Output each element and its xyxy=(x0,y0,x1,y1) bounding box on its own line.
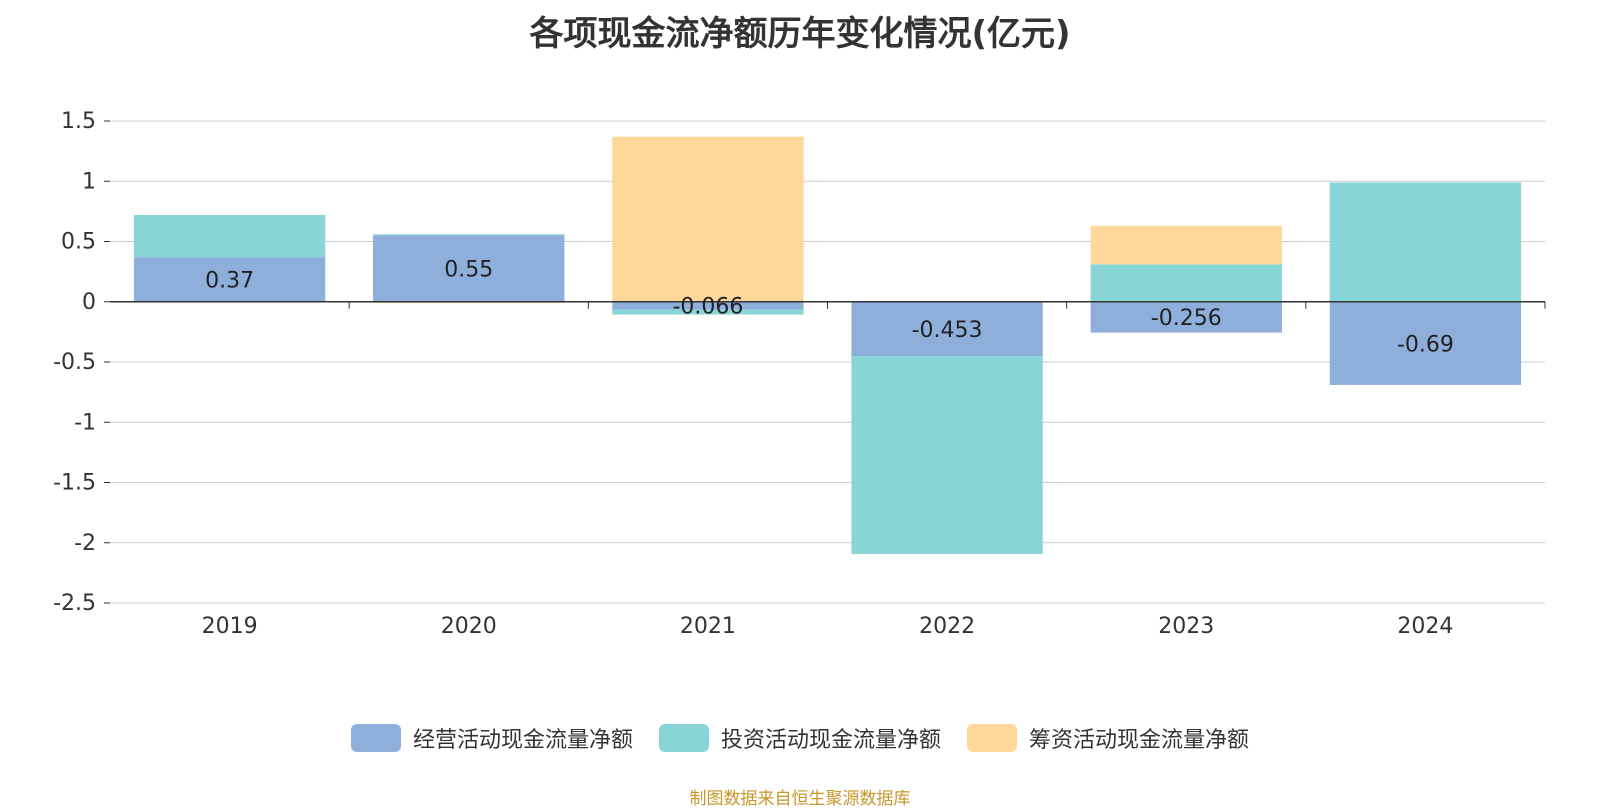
bar-2019-series-0 xyxy=(133,257,326,302)
legend-swatch-investing xyxy=(658,724,709,752)
bar-2021-series-0 xyxy=(612,301,804,310)
legend: 经营活动现金流量净额 投资活动现金流量净额 筹资活动现金流量净额 xyxy=(0,722,1600,754)
y-tick-label: 0.5 xyxy=(61,230,96,255)
label-layer: 0.37 0.55 -0.066 -0.453 -0.256 -0.69 xyxy=(205,258,1454,358)
x-tick-label: 2020 xyxy=(441,614,497,639)
y-tick-label: -2 xyxy=(74,531,96,556)
bar-2019-series-1 xyxy=(133,214,326,258)
bar-2023-series-1 xyxy=(1090,264,1282,302)
data-label: -0.066 xyxy=(672,295,743,320)
y-tick-label: 0 xyxy=(82,290,96,315)
x-tick-label: 2021 xyxy=(680,614,736,639)
data-label: 0.37 xyxy=(205,268,254,293)
bar-2021-series-1 xyxy=(612,309,804,315)
y-tick-label: -1.5 xyxy=(53,471,96,496)
data-label: -0.69 xyxy=(1397,332,1454,357)
chart-title: 各项现金流净额历年变化情况(亿元) xyxy=(529,14,1071,54)
bar-2024-series-1 xyxy=(1329,182,1522,302)
bar-2023-series-2 xyxy=(1090,225,1282,265)
legend-item-financing[interactable]: 筹资活动现金流量净额 xyxy=(967,722,1249,754)
y-tick-label: -2.5 xyxy=(53,591,96,616)
chart-plot: 1.5 1 0.5 0 -0.5 -1 -1.5 -2 -2.5 2019 2020 2021 2022… xyxy=(53,109,1546,639)
legend-label-financing: 筹资活动现金流量净额 xyxy=(1029,728,1250,753)
bar-2022-series-0 xyxy=(851,301,1043,357)
x-tick-label: 2023 xyxy=(1158,614,1214,639)
data-label: 0.55 xyxy=(444,258,493,283)
y-tick-label: -1 xyxy=(74,410,96,435)
legend-label-investing: 投资活动现金流量净额 xyxy=(720,728,941,753)
x-tick-label: 2019 xyxy=(202,614,258,639)
bar-layer xyxy=(133,136,1522,554)
data-label: -0.453 xyxy=(912,318,983,343)
legend-item-operating[interactable]: 经营活动现金流量净额 xyxy=(350,722,633,754)
bar-2020-series-1 xyxy=(373,234,565,236)
bar-2024-series-0 xyxy=(1329,301,1522,385)
x-tick-label: 2024 xyxy=(1397,614,1453,639)
grid-layer xyxy=(110,120,1545,604)
y-tick-label: -0.5 xyxy=(53,350,96,375)
legend-swatch-financing xyxy=(967,724,1017,752)
bar-2022-series-1 xyxy=(851,356,1043,554)
legend-swatch-operating xyxy=(350,724,401,752)
legend-label-operating: 经营活动现金流量净额 xyxy=(412,728,633,753)
bar-2020-series-0 xyxy=(373,235,565,302)
y-tick-label: 1 xyxy=(82,169,96,194)
axis-layer: 1.5 1 0.5 0 -0.5 -1 -1.5 -2 -2.5 2019 2020 2021 2022… xyxy=(53,109,1546,639)
bar-2023-series-0 xyxy=(1090,301,1282,333)
y-tick-label: 1.5 xyxy=(61,109,96,134)
x-tick-label: 2022 xyxy=(919,614,975,639)
legend-item-investing[interactable]: 投资活动现金流量净额 xyxy=(658,722,941,754)
bar-2021-series-2 xyxy=(612,136,804,302)
source-note: 制图数据来自恒生聚源数据库 xyxy=(689,789,911,809)
data-label: -0.256 xyxy=(1151,306,1222,331)
